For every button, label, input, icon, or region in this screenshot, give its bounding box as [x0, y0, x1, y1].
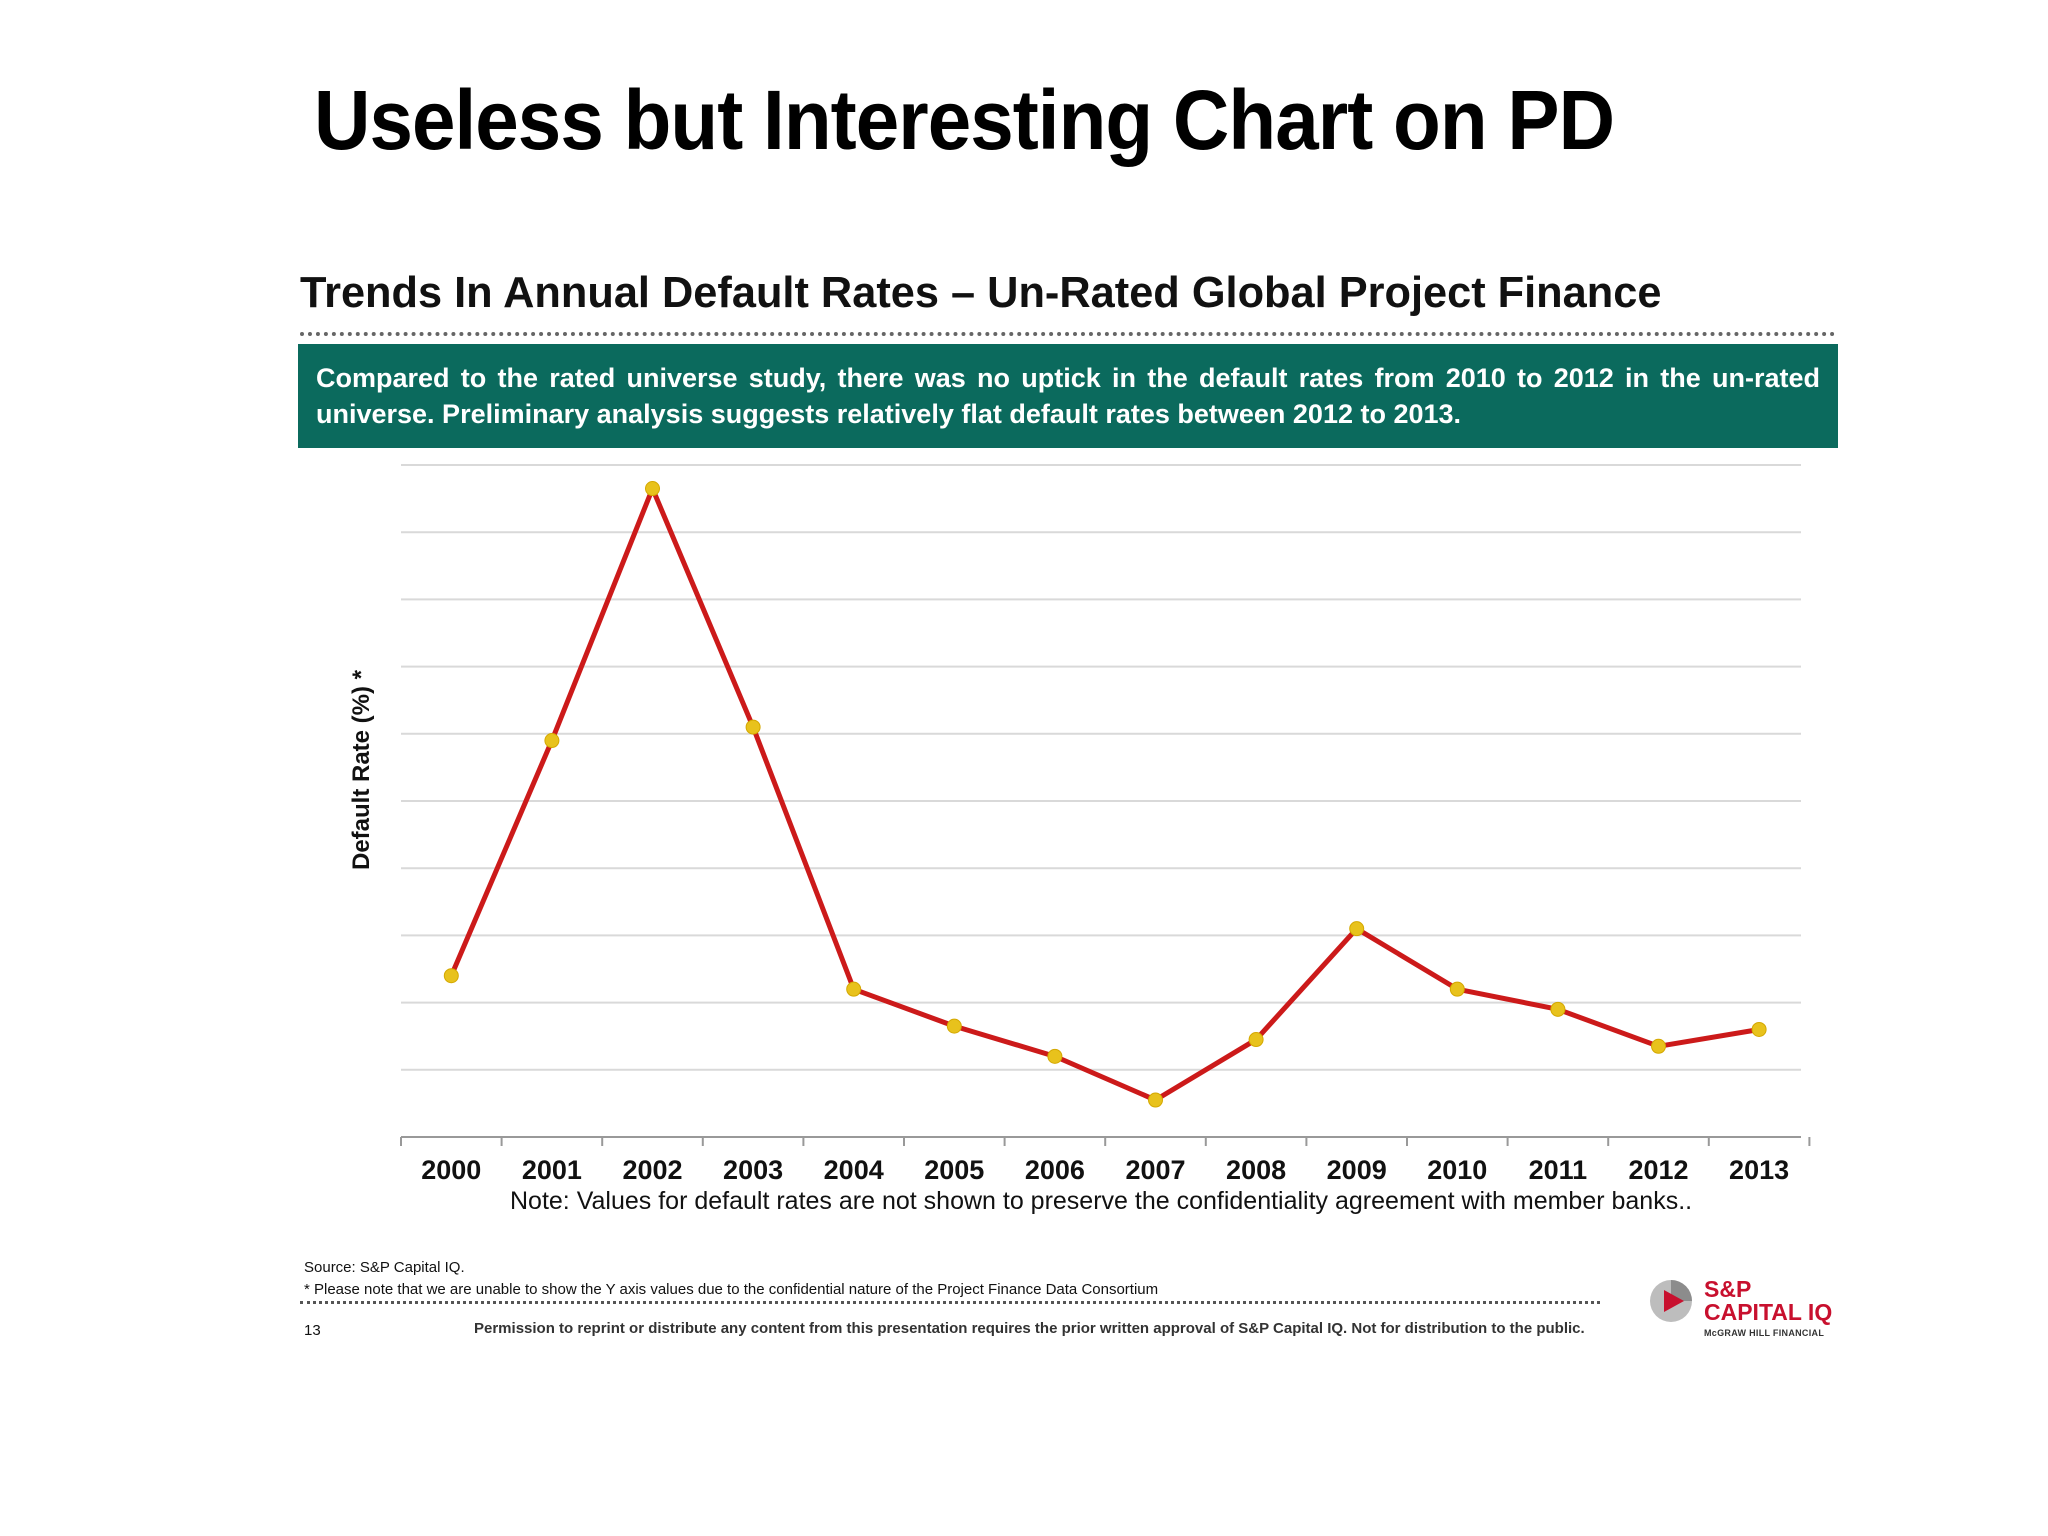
data-point: [1651, 1038, 1666, 1054]
data-point: [443, 968, 459, 984]
x-tick-label: 2010: [1427, 1155, 1487, 1185]
logo-text-capital-iq: CAPITAL IQ: [1704, 1299, 1833, 1325]
x-tick-label: 2008: [1226, 1155, 1286, 1185]
chart-gridlines: [401, 464, 1801, 1071]
series-line: [449, 486, 1760, 1103]
x-tick-label: 2006: [1025, 1155, 1085, 1185]
data-point: [1751, 1021, 1767, 1037]
x-tick-label: 2002: [622, 1155, 682, 1185]
x-tick-label: 2013: [1729, 1155, 1789, 1185]
logo-mark-icon: [1650, 1280, 1692, 1322]
x-tick-label: 2001: [522, 1155, 582, 1185]
data-point: [946, 1018, 962, 1034]
x-tick-label: 2000: [421, 1155, 481, 1185]
data-point: [544, 733, 560, 749]
x-tick-label: 2005: [924, 1155, 984, 1185]
y-axis-label: Default Rate (%) *: [348, 669, 375, 871]
data-point: [645, 481, 660, 497]
x-tick-labels: 2000 2001 2002 2003 2004 2005 2006 2007 2008 2009…: [421, 1155, 1789, 1185]
chart-note: Note: Values for default rates are not s…: [510, 1187, 1693, 1215]
x-tick-label: 2007: [1125, 1155, 1185, 1185]
title-divider: [300, 332, 1836, 336]
slide-title: Useless but Interesting Chart on PD: [314, 73, 1615, 167]
page-number: 13: [304, 1322, 321, 1339]
data-point: [1349, 921, 1365, 937]
summary-banner-text: Compared to the rated universe study, th…: [316, 363, 1820, 429]
permission-notice: Permission to reprint or distribute any …: [474, 1320, 1585, 1337]
logo-text-sp: S&P: [1704, 1276, 1752, 1302]
x-tick-label: 2009: [1327, 1155, 1387, 1185]
data-point: [1248, 1032, 1264, 1048]
data-point: [846, 981, 862, 997]
footnote-text: * Please note that we are unable to show…: [304, 1281, 1159, 1298]
data-point: [1148, 1092, 1163, 1108]
x-tick-label: 2011: [1529, 1155, 1588, 1185]
x-axis: [400, 1136, 1811, 1146]
x-tick-label: 2012: [1628, 1155, 1688, 1185]
source-text: Source: S&P Capital IQ.: [304, 1259, 465, 1276]
chart-panel-title: Trends In Annual Default Rates – Un-Rate…: [300, 268, 1662, 317]
default-rate-series: [443, 481, 1767, 1108]
data-point: [745, 719, 761, 735]
footer-divider: [300, 1301, 1600, 1304]
x-tick-label: 2003: [723, 1155, 783, 1185]
logo-text-mcgraw-hill: McGRAW HILL FINANCIAL: [1704, 1328, 1825, 1338]
summary-banner: Compared to the rated universe study, th…: [298, 344, 1838, 448]
data-point: [1047, 1048, 1063, 1064]
data-point: [1449, 981, 1465, 997]
x-tick-label: 2004: [824, 1155, 884, 1185]
sp-capital-iq-logo: S&P CAPITAL IQ McGRAW HILL FINANCIAL: [1648, 1278, 1843, 1342]
data-point: [1550, 1001, 1566, 1017]
